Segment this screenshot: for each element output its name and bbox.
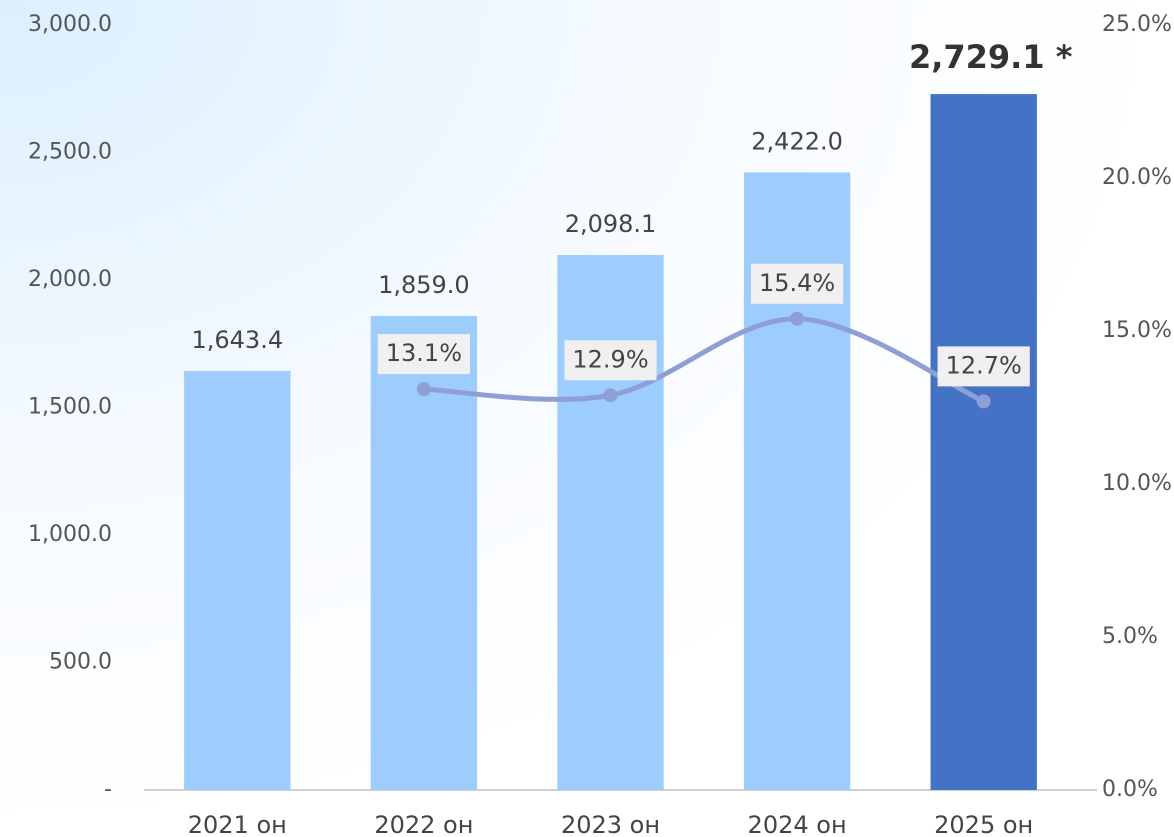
bar-value-label: 1,859.0	[378, 271, 470, 299]
y2-tick-label: 20.0%	[1102, 165, 1172, 190]
line-value-label: 12.9%	[572, 345, 648, 373]
line-label-box	[937, 346, 1030, 387]
y2-tick-label: 25.0%	[1102, 12, 1172, 37]
x-tick-label: 2023 он	[561, 811, 660, 837]
x-tick-label: 2025 он	[934, 811, 1033, 837]
line-marker	[603, 388, 618, 403]
y2-tick-label: 5.0%	[1102, 624, 1158, 649]
bar-value-label: 2,422.0	[751, 127, 843, 155]
bar-value-label: 2,729.1 *	[909, 38, 1073, 76]
x-tick-label: 2024 он	[748, 811, 847, 837]
line-value-label: 15.4%	[759, 269, 835, 297]
y2-tick-label: 0.0%	[1102, 777, 1158, 802]
x-tick-label: 2021 он	[188, 811, 287, 837]
y-tick-label: 2,500.0	[28, 140, 112, 165]
bar	[184, 370, 291, 790]
line-value-label: 13.1%	[386, 339, 462, 367]
line-marker	[790, 311, 805, 326]
y-tick-label: 1,500.0	[28, 395, 112, 420]
line-label-box	[564, 340, 657, 381]
y2-tick-label: 10.0%	[1102, 471, 1172, 496]
line	[423, 316, 985, 404]
x-tick-label: 2022 он	[374, 811, 473, 837]
bar-value-label: 2,098.1	[565, 210, 657, 238]
line-label-box	[750, 263, 844, 304]
line-marker	[416, 382, 431, 397]
line-marker	[976, 394, 991, 409]
line-label-box	[377, 334, 471, 375]
y2-tick-label: 15.0%	[1102, 318, 1172, 343]
line-value-label: 12.7%	[946, 351, 1022, 379]
bar-value-label: 1,643.4	[191, 326, 283, 354]
bar	[930, 94, 1037, 791]
y-tick-label: 1,000.0	[28, 522, 112, 547]
y-tick-label: 3,000.0	[28, 12, 112, 37]
y-tick-label: -	[104, 777, 112, 802]
y-tick-label: 2,000.0	[28, 267, 112, 292]
bar	[557, 254, 664, 790]
y-tick-label: 500.0	[49, 650, 112, 675]
